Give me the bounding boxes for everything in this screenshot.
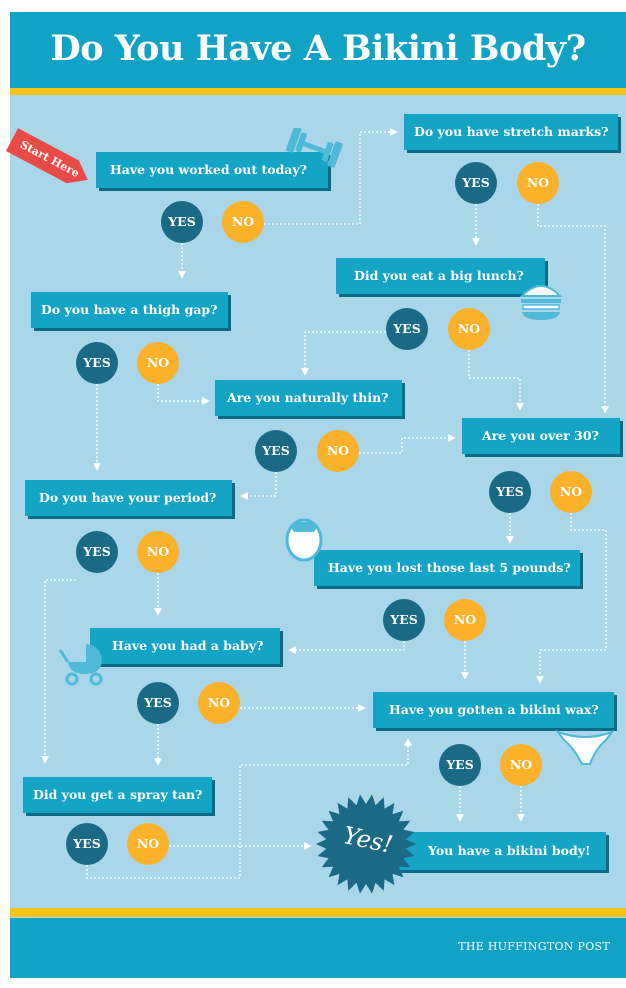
dumbbell-icon: [286, 128, 343, 168]
baby-face-icon: [285, 518, 323, 562]
yes-button[interactable]: YES: [455, 162, 497, 204]
burger-icon: [519, 285, 563, 320]
no-button[interactable]: NO: [222, 201, 264, 243]
no-button[interactable]: NO: [198, 682, 240, 724]
question-stretch-marks: Do you have stretch marks?: [404, 114, 618, 150]
question-naturally-thin: Are you naturally thin?: [215, 380, 402, 416]
question-over-30: Are you over 30?: [462, 418, 620, 454]
stroller-icon: [58, 644, 103, 686]
question-baby: Have you had a baby?: [90, 628, 280, 664]
no-button[interactable]: NO: [317, 430, 359, 472]
header: Do You Have A Bikini Body?: [10, 12, 626, 88]
question-worked-out: Have you worked out today?: [96, 152, 328, 188]
connector: [240, 472, 277, 500]
question-period: Do you have your period?: [25, 480, 232, 516]
yes-button[interactable]: YES: [76, 342, 118, 384]
question-bikini-wax: Have you gotten a bikini wax?: [373, 692, 614, 728]
yes-button[interactable]: YES: [383, 599, 425, 641]
no-button[interactable]: NO: [517, 162, 559, 204]
connector: [288, 641, 405, 654]
no-button[interactable]: NO: [127, 823, 169, 865]
bikini-bottom-icon: [556, 730, 614, 765]
top-divider: [10, 88, 626, 95]
yes-button[interactable]: YES: [66, 823, 108, 865]
question-last-5-pounds: Have you lost those last 5 pounds?: [314, 550, 580, 586]
yes-button[interactable]: YES: [255, 430, 297, 472]
footer: THE HUFFINGTON POST: [10, 918, 626, 978]
yes-button[interactable]: YES: [386, 308, 428, 350]
connector: [301, 331, 386, 376]
bottom-divider: [10, 908, 626, 917]
page-title: Do You Have A Bikini Body?: [50, 28, 586, 69]
yes-button[interactable]: YES: [76, 531, 118, 573]
yes-button[interactable]: YES: [439, 744, 481, 786]
yes-button[interactable]: YES: [137, 682, 179, 724]
no-button[interactable]: NO: [137, 342, 179, 384]
no-button[interactable]: NO: [448, 308, 490, 350]
connector: [537, 204, 609, 414]
question-big-lunch: Did you eat a big lunch?: [336, 258, 545, 294]
question-spray-tan: Did you get a spray tan?: [23, 777, 212, 813]
yes-button[interactable]: YES: [161, 201, 203, 243]
yes-button[interactable]: YES: [489, 471, 531, 513]
connector: [536, 513, 607, 684]
result-bikini-body: You have a bikini body!: [392, 832, 606, 870]
no-button[interactable]: NO: [444, 599, 486, 641]
publisher-credit: THE HUFFINGTON POST: [458, 940, 610, 953]
connector: [264, 128, 398, 225]
connector: [359, 434, 456, 454]
question-thigh-gap: Do you have a thigh gap?: [31, 292, 228, 328]
connector: [468, 350, 524, 411]
starburst-icon: [316, 794, 416, 894]
no-button[interactable]: NO: [550, 471, 592, 513]
no-button[interactable]: NO: [137, 531, 179, 573]
no-button[interactable]: NO: [500, 744, 542, 786]
connector: [157, 384, 210, 405]
